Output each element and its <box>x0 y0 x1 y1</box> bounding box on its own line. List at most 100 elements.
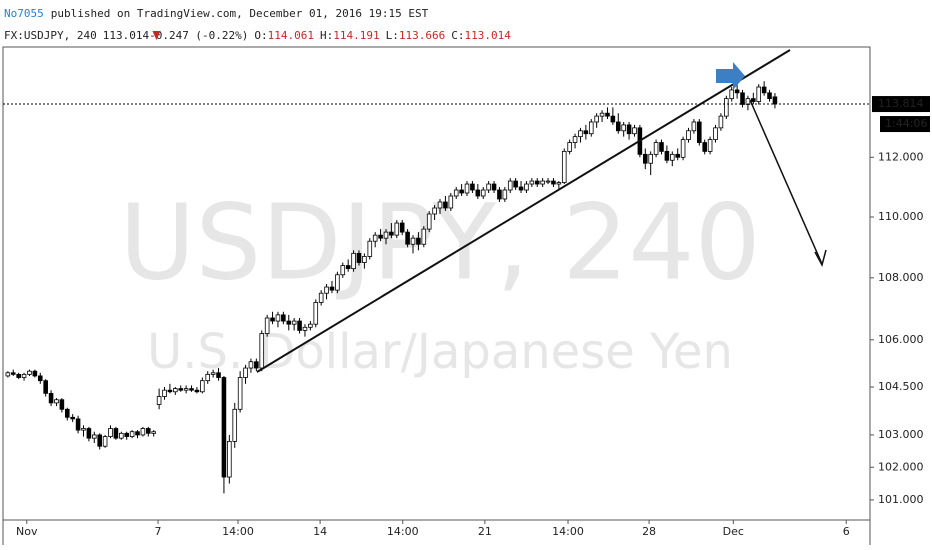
arrow-line <box>749 99 823 265</box>
candle-body <box>761 86 767 94</box>
candle-body <box>529 180 535 185</box>
candle-body <box>583 130 589 135</box>
candle-body <box>421 228 427 245</box>
candle-body <box>221 377 227 478</box>
candle-body <box>432 207 437 215</box>
candle-body <box>102 436 108 447</box>
x-tick-label: Nov <box>16 525 38 538</box>
candle-body <box>189 388 194 391</box>
countdown-label: 1:44:06 <box>885 117 927 130</box>
ohlc-value: 113.666 <box>399 29 445 42</box>
candle-body <box>389 231 394 236</box>
candle-body <box>183 388 189 391</box>
down-triangle <box>152 31 161 40</box>
candle-body <box>653 142 659 155</box>
candle-body <box>297 320 302 331</box>
candle-body <box>632 127 637 135</box>
ohlc-value: 114.191 <box>333 29 379 42</box>
candle-body <box>70 416 75 420</box>
candle-body <box>367 240 373 257</box>
ohlc-value: 113.014 <box>465 29 512 42</box>
candle-body <box>540 180 545 185</box>
candle-body <box>275 314 281 322</box>
candle-body <box>459 189 464 194</box>
pointer-arrow <box>716 62 745 90</box>
ohlc-label: H: <box>320 29 333 42</box>
y-tick-label: 108.000 <box>878 271 924 284</box>
candle-body <box>270 317 275 322</box>
candle-body <box>335 274 340 291</box>
candle-body <box>567 142 572 152</box>
x-tick-label: 6 <box>843 525 850 538</box>
x-tick-label: 28 <box>642 525 656 538</box>
candle-body <box>97 434 102 447</box>
candle-body <box>497 189 502 200</box>
candle-body <box>286 320 292 325</box>
candle-body <box>156 396 162 405</box>
ohlc-label: L: <box>386 29 399 42</box>
x-tick-label: Dec <box>723 525 744 538</box>
candle-body <box>264 317 270 334</box>
candle-body <box>259 333 265 369</box>
candle-body <box>108 428 113 437</box>
candle-body <box>572 136 578 143</box>
candle-body <box>113 428 119 439</box>
candle-body <box>615 121 621 132</box>
candle-body <box>200 380 205 393</box>
y-tick-label: 101.000 <box>878 493 924 506</box>
candle-body <box>642 153 648 164</box>
candle-body <box>448 195 454 209</box>
candle-body <box>534 180 540 185</box>
candle-body <box>697 121 702 143</box>
candle-body <box>54 399 59 404</box>
candle-body <box>210 372 216 375</box>
candle-body <box>75 418 81 431</box>
candle-body <box>751 98 756 102</box>
candle-body <box>178 388 184 391</box>
candle-body <box>399 222 405 233</box>
candle-body <box>518 186 524 191</box>
watermark-subtitle: U.S. Dollar/Japanese Yen <box>147 324 733 380</box>
candle-body <box>464 183 470 194</box>
candle-body <box>480 189 486 197</box>
x-tick-label: 14 <box>313 525 327 538</box>
candle-body <box>162 389 167 397</box>
last-price-tag <box>872 96 930 113</box>
candle-body <box>691 121 697 132</box>
candle-body <box>551 180 556 185</box>
candle-body <box>135 431 140 436</box>
candle-body <box>329 286 335 291</box>
candle-body <box>740 92 745 105</box>
y-tick-label: 104.500 <box>878 380 924 393</box>
candle-body <box>362 256 367 263</box>
x-tick-label: 7 <box>155 525 162 538</box>
candle-body <box>556 182 562 185</box>
x-tick-label: 14:00 <box>387 525 419 538</box>
symbol: FX:USDJPY, 240 <box>4 29 97 42</box>
candle-body <box>383 231 389 239</box>
candle-body <box>524 183 529 191</box>
candle-body <box>416 237 421 245</box>
ohlc-label: O: <box>254 29 267 42</box>
candle-body <box>443 201 448 209</box>
candle-body <box>545 180 551 183</box>
author[interactable]: No7055 <box>4 7 44 20</box>
y-tick-label: 110.000 <box>878 210 924 223</box>
trend-line <box>256 49 791 373</box>
candle-body <box>648 153 653 164</box>
candle-body <box>470 183 475 191</box>
candle-body <box>340 265 346 276</box>
candle-body <box>772 96 778 105</box>
y-tick-label: 102.000 <box>878 460 924 473</box>
candle-body <box>205 373 211 382</box>
candle-body <box>119 432 124 439</box>
candle-body <box>718 115 724 129</box>
candle-body <box>378 234 383 239</box>
candle-body <box>16 373 21 378</box>
candle-body <box>81 428 86 431</box>
change: -0.247 (-0.22%) <box>149 29 248 42</box>
candle-body <box>437 201 443 209</box>
candle-body <box>291 320 297 325</box>
candle-body <box>767 92 772 100</box>
